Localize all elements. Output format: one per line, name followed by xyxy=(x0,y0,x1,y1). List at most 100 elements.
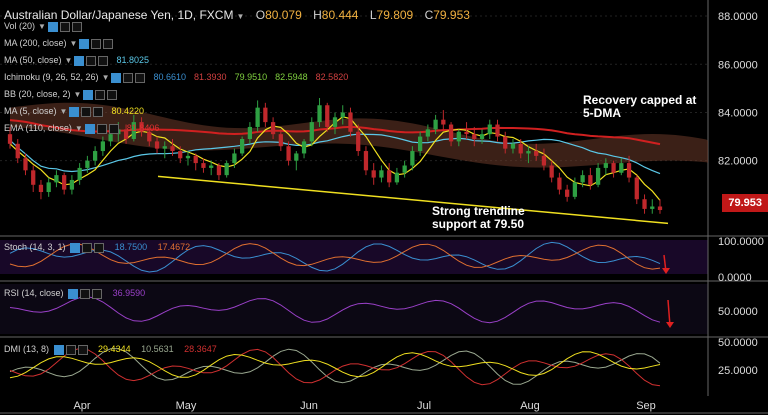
stoch-k-line xyxy=(9,241,661,273)
indicator-label[interactable]: BB (20, close, 2) xyxy=(4,89,71,99)
indicator-close-icon[interactable] xyxy=(71,21,82,32)
indicator-menu-icon[interactable]: ▼ xyxy=(38,22,46,31)
indicator-eye-icon[interactable] xyxy=(79,38,90,49)
dmi-close-icon[interactable] xyxy=(77,344,88,355)
candle-body xyxy=(154,141,160,149)
indicator-menu-icon[interactable]: ▼ xyxy=(69,39,78,48)
candle-body xyxy=(371,170,376,178)
dmi-adx-line xyxy=(9,351,661,379)
candle-body xyxy=(193,155,198,164)
indicator-close-icon[interactable] xyxy=(93,106,104,117)
candle-body xyxy=(178,151,183,159)
rsi-legend: RSI (14, close) 36.9590 xyxy=(4,288,145,299)
indicator-label[interactable]: Vol (20) xyxy=(4,21,36,31)
indicator-menu-icon[interactable]: ▼ xyxy=(74,124,83,133)
stoch-eye-icon[interactable] xyxy=(70,242,81,253)
indicator-close-icon[interactable] xyxy=(108,123,119,134)
candle-body xyxy=(46,182,51,193)
indicator-row: MA (50, close) ▼ 81.8025 xyxy=(4,55,149,66)
indicator-settings-icon[interactable] xyxy=(86,55,97,66)
indicator-close-icon[interactable] xyxy=(107,89,118,100)
indicator-menu-icon[interactable]: ▼ xyxy=(59,107,68,116)
indicator-eye-icon[interactable] xyxy=(84,123,95,134)
candle-body xyxy=(301,141,307,154)
rsi-close-icon[interactable] xyxy=(92,288,103,299)
rsi-label[interactable]: RSI (14, close) xyxy=(4,288,64,298)
candle-body xyxy=(626,163,632,178)
indicator-eye-icon[interactable] xyxy=(83,89,94,100)
candle-body xyxy=(572,182,578,197)
indicator-eye-icon[interactable] xyxy=(47,21,58,32)
dmi-adx-value: 29.4344 xyxy=(98,344,131,354)
indicator-menu-icon[interactable]: ▼ xyxy=(101,73,110,82)
candle-body xyxy=(15,143,20,159)
dmi-settings-icon[interactable] xyxy=(65,344,76,355)
annotation-support-line1: Strong trendline xyxy=(432,204,525,218)
candle-body xyxy=(325,105,330,127)
candle-body xyxy=(487,124,492,135)
candle-body xyxy=(139,122,144,132)
indicator-settings-icon[interactable] xyxy=(123,72,134,83)
candle-body xyxy=(7,134,13,144)
indicator-value: 82.5948 xyxy=(275,72,308,82)
indicator-label[interactable]: MA (50, close) xyxy=(4,55,62,65)
candle-body xyxy=(510,143,516,149)
candle-body xyxy=(294,153,299,161)
symbol-title[interactable]: Australian Dollar/Japanese Yen, 1D, FXCM xyxy=(4,8,234,22)
indicator-eye-icon[interactable] xyxy=(69,106,80,117)
candle-body xyxy=(379,170,384,178)
rsi-settings-icon[interactable] xyxy=(80,288,91,299)
indicator-settings-icon[interactable] xyxy=(59,21,70,32)
low-value: 79.809 xyxy=(376,8,414,22)
indicator-row: BB (20, close, 2) ▼ xyxy=(4,89,118,100)
indicator-menu-icon[interactable]: ▼ xyxy=(64,56,73,65)
indicator-settings-icon[interactable] xyxy=(81,106,92,117)
candle-body xyxy=(100,141,105,152)
indicator-row: EMA (110, close) ▼ 81.8406 xyxy=(4,123,159,134)
candle-body xyxy=(209,165,214,168)
y-tick-label: 82.0000 xyxy=(718,156,758,168)
indicator-close-icon[interactable] xyxy=(98,55,109,66)
indicator-label[interactable]: MA (200, close) xyxy=(4,38,67,48)
indicator-row: Vol (20) ▼ xyxy=(4,21,82,32)
indicator-label[interactable]: EMA (110, close) xyxy=(4,123,72,133)
candle-body xyxy=(23,158,28,171)
stoch-settings-icon[interactable] xyxy=(82,242,93,253)
indicator-close-icon[interactable] xyxy=(103,38,114,49)
indicator-row: MA (200, close) ▼ xyxy=(4,38,114,49)
indicator-settings-icon[interactable] xyxy=(96,123,107,134)
indicator-row: Ichimoku (9, 26, 52, 26) ▼ 80.6610 81.3930 7… xyxy=(4,72,348,83)
candle-body xyxy=(270,122,276,135)
candle-body xyxy=(402,165,407,173)
dmi-label[interactable]: DMI (13, 8) xyxy=(4,344,50,354)
low-label: L xyxy=(369,8,377,22)
candle-body xyxy=(85,160,90,168)
indicator-eye-icon[interactable] xyxy=(111,72,122,83)
indicator-settings-icon[interactable] xyxy=(95,89,106,100)
rsi-eye-icon[interactable] xyxy=(68,288,79,299)
dmi-eye-icon[interactable] xyxy=(53,344,64,355)
candle-body xyxy=(131,122,136,139)
candle-body xyxy=(433,119,438,130)
last-price-tag: 79.953 xyxy=(722,194,768,212)
stoch-close-icon[interactable] xyxy=(94,242,105,253)
indicator-label[interactable]: Ichimoku (9, 26, 52, 26) xyxy=(4,72,99,82)
indicator-eye-icon[interactable] xyxy=(74,55,85,66)
ma50-line xyxy=(9,133,661,175)
candle-body xyxy=(232,153,237,164)
indicator-menu-icon[interactable]: ▼ xyxy=(73,90,82,99)
candle-body xyxy=(503,136,508,149)
rsi-line xyxy=(9,296,661,324)
symbol-menu-icon[interactable]: ▼ xyxy=(236,12,245,21)
indicator-close-icon[interactable] xyxy=(135,72,146,83)
candle-body xyxy=(495,124,500,137)
osc-tick-label: 100.0000 xyxy=(718,236,764,248)
indicator-settings-icon[interactable] xyxy=(91,38,102,49)
candle-body xyxy=(216,165,222,176)
candle-body xyxy=(162,146,167,149)
candle-body xyxy=(634,177,639,200)
stoch-label[interactable]: Stoch (14, 3, 1) xyxy=(4,242,66,252)
candle-body xyxy=(77,167,82,180)
indicator-label[interactable]: MA (5, close) xyxy=(4,106,57,116)
